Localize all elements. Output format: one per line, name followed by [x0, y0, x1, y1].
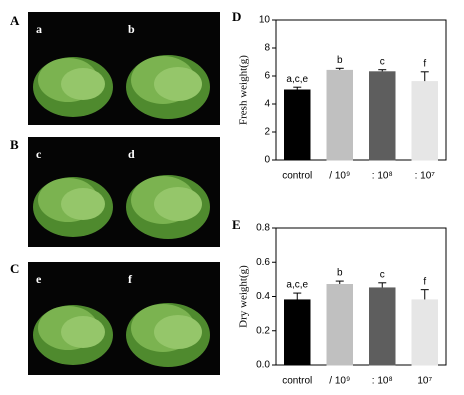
y-tick-label: 10: [259, 15, 271, 26]
y-axis-label: Fresh weight(g): [238, 55, 250, 125]
x-tick-label: : 10⁸: [372, 171, 393, 182]
y-axis-label: Dry weight(g): [238, 265, 250, 328]
bar: [284, 89, 311, 161]
bar: [326, 284, 353, 366]
x-tick-label: control: [282, 171, 312, 182]
bar-annotation: f: [423, 58, 426, 69]
photo-label: b: [128, 22, 135, 36]
panel-label: E: [232, 217, 241, 232]
plot-frame: [275, 19, 447, 161]
bar-annotation: c: [380, 269, 385, 280]
photo-label: c: [36, 147, 42, 161]
photo-a: [28, 12, 220, 125]
panel-label: C: [10, 261, 19, 276]
bar: [369, 287, 396, 366]
y-tick-label: 4: [264, 99, 270, 110]
bar-annotation: f: [423, 276, 426, 287]
bar-annotation: a,c,e: [286, 74, 308, 85]
photo-label: f: [128, 272, 133, 286]
x-tick-label: / 10⁹: [329, 171, 350, 182]
photo-label: d: [128, 147, 135, 161]
bar: [369, 71, 396, 161]
x-tick-label: / 10⁹: [329, 376, 350, 387]
panel-label: D: [232, 9, 241, 24]
y-tick-label: 0.6: [256, 257, 270, 268]
y-tick-label: 0.8: [256, 223, 270, 234]
panel-label: B: [10, 137, 19, 152]
x-tick-label: : 10⁷: [415, 171, 436, 182]
y-tick-label: 0.0: [256, 360, 270, 371]
x-tick-label: control: [282, 376, 312, 387]
y-tick-label: 0.2: [256, 325, 270, 336]
photo-b: [28, 137, 220, 247]
photo-label: a: [36, 22, 42, 36]
y-tick-label: 6: [264, 71, 270, 82]
x-tick-label: 10⁷: [417, 376, 432, 387]
y-tick-label: 2: [264, 127, 270, 138]
bar-annotation: c: [380, 56, 385, 67]
photo-c: [28, 262, 220, 375]
x-tick-label: : 10⁸: [372, 376, 393, 387]
photo-label: e: [36, 272, 42, 286]
bar-annotation: b: [337, 268, 343, 279]
y-tick-label: 0: [264, 155, 270, 166]
y-tick-label: 0.4: [256, 291, 270, 302]
bar: [326, 69, 353, 161]
y-tick-label: 8: [264, 43, 270, 54]
bar-annotation: b: [337, 55, 343, 66]
bar: [284, 299, 311, 366]
bar-annotation: a,c,e: [286, 280, 308, 291]
bar: [411, 299, 438, 366]
bar: [411, 81, 438, 161]
panel-label: A: [10, 13, 20, 28]
